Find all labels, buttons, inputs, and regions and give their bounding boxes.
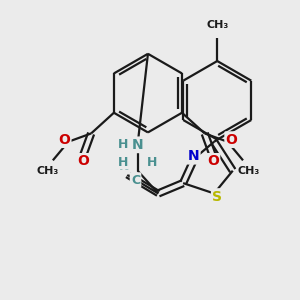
Text: O: O	[207, 154, 219, 168]
Text: N: N	[188, 149, 199, 163]
Text: CH₃: CH₃	[237, 166, 259, 176]
Text: CH₃: CH₃	[37, 166, 59, 176]
Text: O: O	[77, 154, 89, 168]
Text: O: O	[58, 133, 70, 147]
Text: C: C	[131, 173, 140, 187]
Text: H: H	[118, 156, 128, 169]
Text: S: S	[212, 190, 222, 204]
Text: N: N	[119, 160, 129, 173]
Text: N: N	[132, 138, 143, 152]
Text: H: H	[118, 138, 128, 151]
Text: CH₃: CH₃	[206, 20, 228, 30]
Text: O: O	[226, 133, 238, 147]
Text: H: H	[147, 156, 157, 169]
